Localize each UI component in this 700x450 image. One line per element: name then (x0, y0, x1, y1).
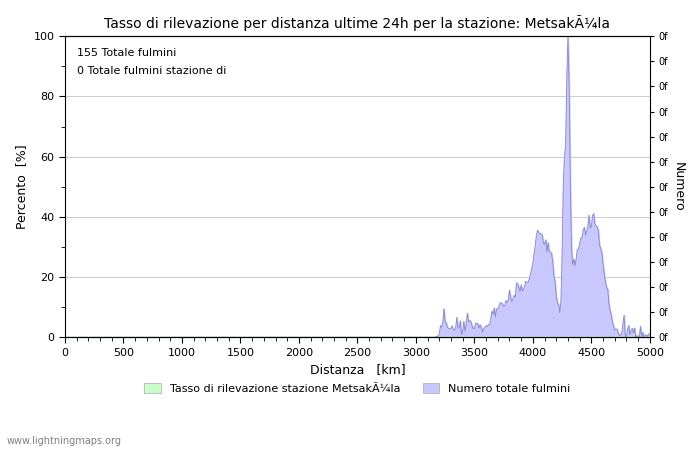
Text: 155 Totale fulmini: 155 Totale fulmini (77, 48, 176, 58)
Legend: Tasso di rilevazione stazione MetsakÃ¼la, Numero totale fulmini: Tasso di rilevazione stazione MetsakÃ¼la… (140, 378, 575, 398)
Text: 0 Totale fulmini stazione di: 0 Totale fulmini stazione di (77, 67, 226, 76)
Title: Tasso di rilevazione per distanza ultime 24h per la stazione: MetsakÃ¼la: Tasso di rilevazione per distanza ultime… (104, 15, 610, 31)
X-axis label: Distanza   [km]: Distanza [km] (309, 363, 405, 376)
Y-axis label: Percento  [%]: Percento [%] (15, 144, 28, 229)
Text: www.lightningmaps.org: www.lightningmaps.org (7, 436, 122, 446)
Y-axis label: Numero: Numero (672, 162, 685, 212)
